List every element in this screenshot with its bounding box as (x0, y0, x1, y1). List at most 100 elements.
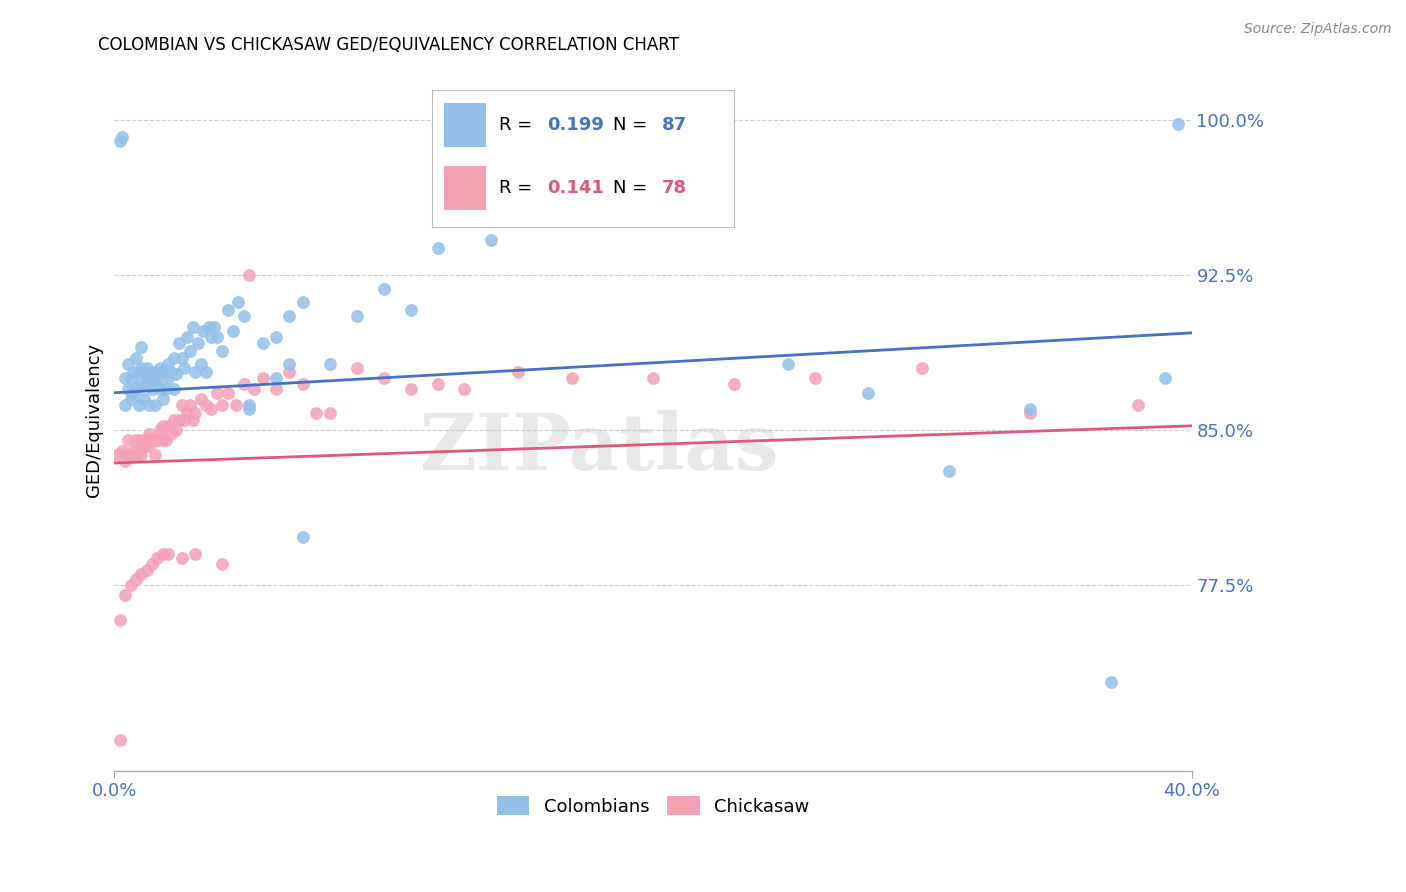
Point (131, 361, 153, 376)
Point (181, 412, 204, 426)
Point (120, 392, 142, 406)
Point (149, 382, 172, 396)
Point (108, 134, 131, 148)
Point (146, 365, 169, 379)
Point (1019, 402, 1042, 417)
Point (117, 434, 139, 448)
Point (176, 406, 198, 420)
Point (138, 440, 160, 454)
Point (641, 165, 664, 179)
Point (1126, 398, 1149, 412)
Point (858, 385, 880, 400)
Point (238, 268, 260, 282)
Point (278, 365, 301, 379)
Point (319, 406, 342, 420)
Point (1167, 117, 1189, 131)
Point (202, 319, 225, 334)
Text: COLOMBIAN VS CHICKASAW GED/EQUIVALENCY CORRELATION CHART: COLOMBIAN VS CHICKASAW GED/EQUIVALENCY C… (98, 36, 679, 54)
Point (291, 377, 314, 392)
Point (179, 344, 201, 359)
Point (211, 398, 233, 412)
Point (1153, 371, 1175, 385)
Point (346, 310, 368, 324)
Point (399, 382, 422, 396)
Legend: Colombians, Chickasaw: Colombians, Chickasaw (488, 788, 818, 825)
Point (179, 398, 201, 412)
Point (534, 192, 557, 206)
Point (163, 382, 186, 396)
Point (135, 361, 157, 376)
Point (155, 434, 177, 448)
Point (181, 319, 204, 334)
Point (453, 212, 475, 227)
Point (561, 371, 583, 385)
Point (399, 303, 422, 318)
Y-axis label: GED/Equivalency: GED/Equivalency (86, 343, 103, 497)
Point (346, 361, 368, 376)
Point (453, 382, 475, 396)
Point (184, 406, 207, 420)
Point (252, 336, 274, 351)
Point (117, 357, 139, 371)
Point (114, 588, 136, 602)
Point (131, 434, 153, 448)
Point (211, 344, 233, 359)
Point (157, 371, 180, 385)
Point (238, 402, 260, 417)
Point (305, 406, 328, 420)
Point (125, 351, 148, 365)
Point (291, 530, 314, 544)
Point (723, 377, 745, 392)
Point (152, 392, 174, 406)
Point (481, 233, 503, 247)
Point (138, 371, 160, 385)
Point (264, 371, 287, 385)
Point (131, 567, 153, 582)
Point (217, 303, 239, 318)
Point (165, 367, 187, 381)
Point (141, 557, 163, 571)
Point (165, 423, 187, 437)
Point (184, 547, 207, 561)
Point (141, 382, 163, 396)
Point (291, 294, 314, 309)
Point (252, 371, 274, 385)
Point (194, 398, 217, 412)
Text: Source: ZipAtlas.com: Source: ZipAtlas.com (1244, 22, 1392, 37)
Point (278, 357, 301, 371)
Point (143, 371, 166, 385)
Point (131, 340, 153, 354)
Point (373, 371, 395, 385)
Point (135, 377, 157, 392)
Point (1019, 406, 1042, 420)
Text: ZIPatlas: ZIPatlas (419, 409, 779, 485)
Point (111, 129, 134, 144)
Point (132, 392, 155, 406)
Point (232, 310, 254, 324)
Point (163, 351, 186, 365)
Point (120, 578, 142, 592)
Point (108, 732, 131, 747)
Point (149, 361, 172, 376)
Point (117, 448, 139, 462)
Point (200, 330, 222, 344)
Point (141, 434, 163, 448)
Point (938, 464, 960, 478)
Point (197, 319, 219, 334)
Point (117, 382, 139, 396)
Point (170, 551, 193, 566)
Point (160, 427, 183, 442)
Point (122, 443, 145, 458)
Point (122, 385, 145, 400)
Point (190, 392, 212, 406)
Point (128, 443, 150, 458)
Point (190, 357, 212, 371)
Point (373, 283, 395, 297)
Point (200, 402, 222, 417)
Point (105, 448, 128, 462)
Point (803, 371, 825, 385)
Point (155, 382, 177, 396)
Point (167, 412, 190, 426)
Point (911, 361, 934, 376)
Point (508, 365, 530, 379)
